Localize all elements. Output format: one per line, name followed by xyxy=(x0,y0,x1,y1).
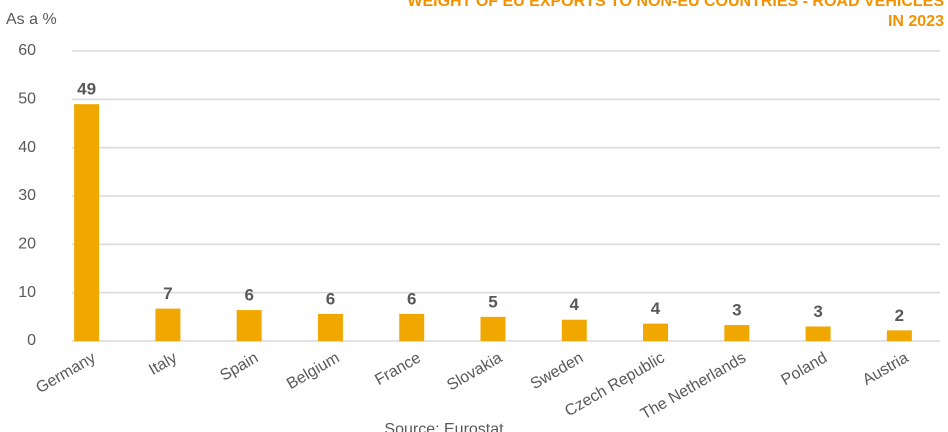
bar xyxy=(399,313,425,341)
value-label: 4 xyxy=(570,295,580,314)
chart-title: IN 2023 xyxy=(888,13,944,30)
value-label: 7 xyxy=(163,284,172,303)
bar xyxy=(155,308,181,341)
y-tick-label: 60 xyxy=(18,42,36,59)
value-label: 3 xyxy=(813,302,822,321)
x-tick-label: France xyxy=(372,349,424,389)
bar xyxy=(886,330,912,341)
source: Source: Eurostat xyxy=(384,421,504,432)
value-label: 4 xyxy=(651,299,661,318)
chart-title: WEIGHT OF EU EXPORTS TO NON-EU COUNTRIES… xyxy=(407,0,944,10)
value-label: 6 xyxy=(407,289,416,308)
bar xyxy=(480,316,506,341)
bar xyxy=(236,310,262,341)
bar xyxy=(643,323,669,341)
y-tick-label: 10 xyxy=(18,284,36,301)
x-tick-label: Italy xyxy=(146,349,180,378)
x-tick-label: Poland xyxy=(779,349,831,389)
value-label: 6 xyxy=(244,286,253,305)
y-tick-label: 0 xyxy=(27,332,36,349)
y-axis-label: As a % xyxy=(6,11,57,28)
bar xyxy=(74,104,100,342)
y-tick-label: 20 xyxy=(18,236,36,253)
x-tick-label: Belgium xyxy=(284,349,343,393)
x-tick-label: Slovakia xyxy=(444,349,505,394)
x-tick-label: Spain xyxy=(217,349,261,384)
bar xyxy=(561,319,587,341)
value-label: 49 xyxy=(77,80,96,99)
value-label: 5 xyxy=(488,292,497,311)
x-tick-label: Austria xyxy=(860,349,912,389)
bar xyxy=(724,325,750,341)
value-label: 3 xyxy=(732,301,741,320)
y-tick-label: 40 xyxy=(18,139,36,156)
value-label: 2 xyxy=(895,306,904,325)
bar xyxy=(317,313,343,341)
y-tick-label: 30 xyxy=(18,187,36,204)
value-label: 6 xyxy=(326,289,335,308)
y-tick-label: 50 xyxy=(18,91,36,108)
bar xyxy=(805,326,831,341)
x-tick-label: Sweden xyxy=(528,349,587,393)
x-tick-label: Germany xyxy=(33,349,98,397)
